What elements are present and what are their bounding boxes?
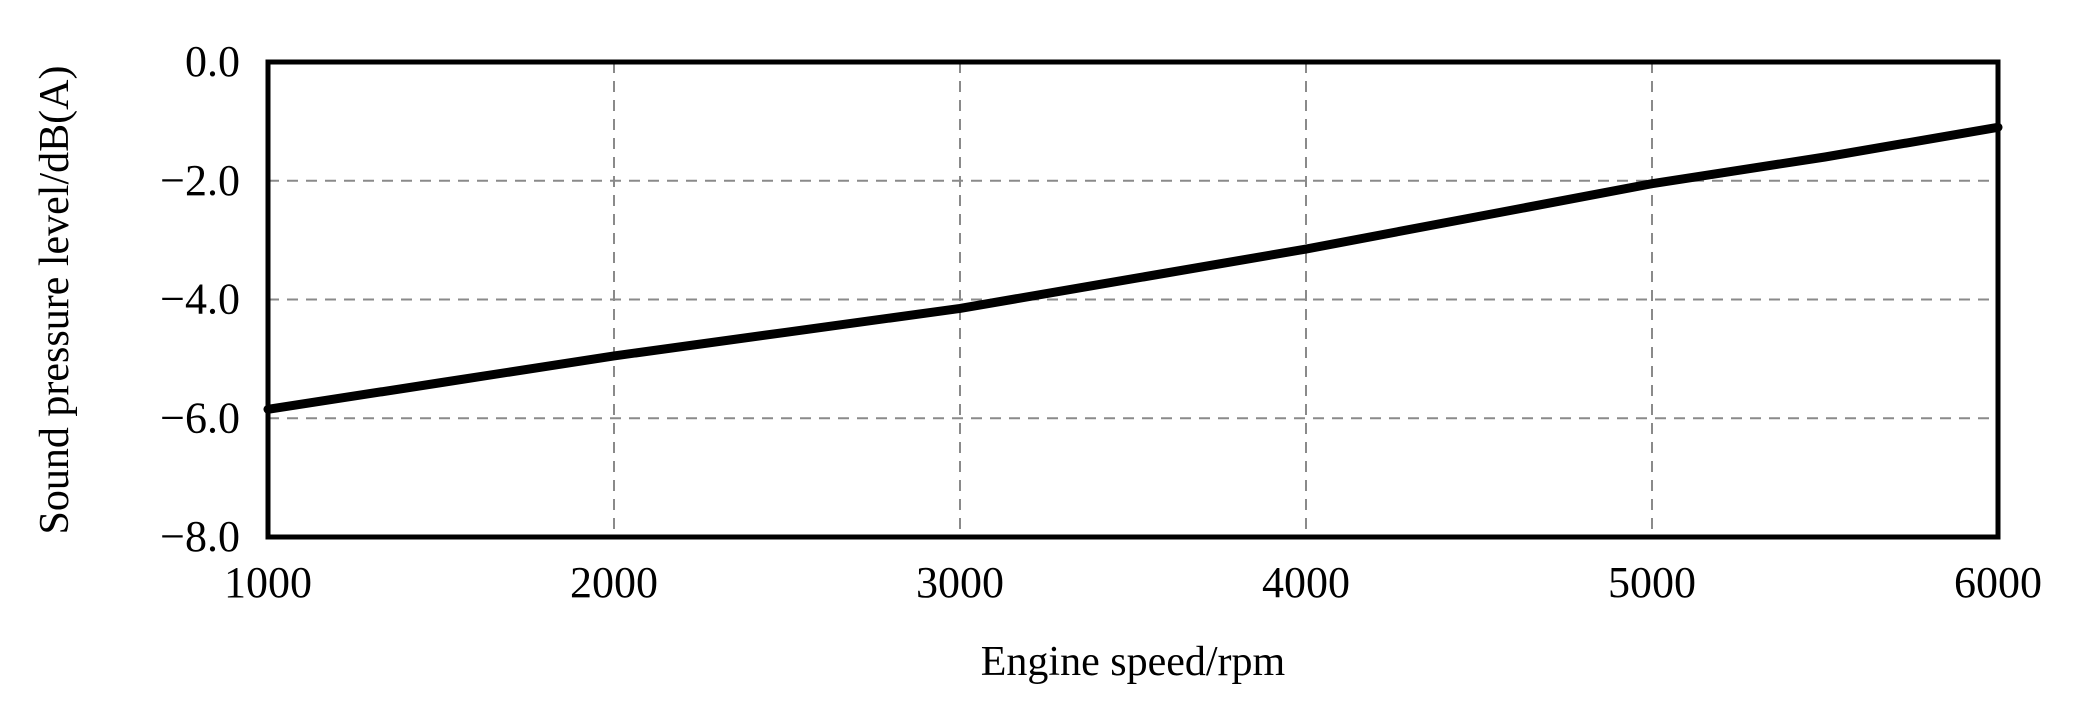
- x-tick-label: 4000: [1262, 558, 1350, 607]
- x-tick-label: 5000: [1608, 558, 1696, 607]
- y-tick-label: −2.0: [160, 156, 240, 205]
- series-group: [263, 122, 2003, 414]
- y-tick-label: −8.0: [160, 512, 240, 561]
- y-axis-label: Sound pressure level/dB(A): [32, 66, 78, 535]
- x-tick-label: 3000: [916, 558, 1004, 607]
- y-tick-label: −4.0: [160, 275, 240, 324]
- y-tick-label: −6.0: [160, 393, 240, 442]
- y-tick-label: 0.0: [185, 37, 240, 86]
- x-tick-label: 2000: [570, 558, 658, 607]
- x-tick-label: 1000: [224, 558, 312, 607]
- series-line: [263, 122, 2003, 414]
- y-tick-labels: 0.0 −2.0 −4.0 −6.0 −8.0: [160, 37, 240, 561]
- grid: [268, 62, 1998, 537]
- x-axis-label: Engine speed/rpm: [981, 639, 1286, 685]
- plot-frame: [265, 59, 2001, 540]
- x-tick-labels: 1000 2000 3000 4000 5000 6000: [224, 558, 2042, 607]
- x-tick-label: 6000: [1954, 558, 2042, 607]
